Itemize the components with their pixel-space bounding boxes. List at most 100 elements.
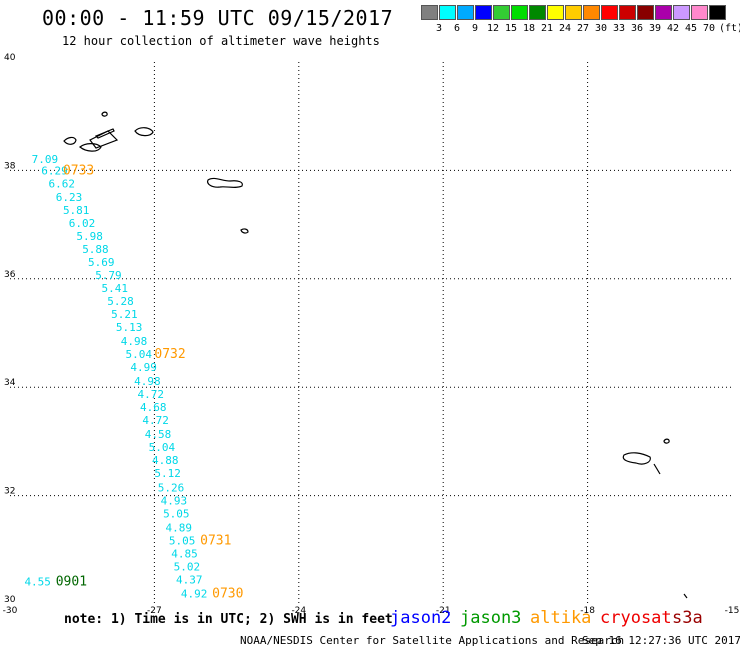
legend-s3a: s3a xyxy=(672,608,703,628)
island-sao-miguel xyxy=(207,177,243,188)
generated-time: Sep 16 12:27:36 UTC 2017 xyxy=(582,634,740,647)
swh-label: 5.02 xyxy=(174,560,201,573)
lat-tick-label: 30 xyxy=(4,595,16,605)
island-santa-maria xyxy=(240,228,249,234)
scale-label: 36 xyxy=(630,23,644,34)
scale-swatch xyxy=(583,5,600,20)
scale-swatch xyxy=(511,5,528,20)
swh-label: 4.72 xyxy=(138,388,165,401)
swh-label: 5.13 xyxy=(116,321,143,334)
scale-swatch xyxy=(709,5,726,20)
swh-label: 6.62 xyxy=(49,178,76,191)
scale-label: 15 xyxy=(504,23,518,34)
legend-jason2: jason2 xyxy=(390,608,452,628)
swh-label: 4.85 xyxy=(171,547,198,560)
swh-label: 4.72 xyxy=(142,414,169,427)
swh-label: 5.05 xyxy=(163,507,190,520)
time-label: 0732 xyxy=(154,347,185,362)
lat-tick-label: 34 xyxy=(4,378,16,388)
swh-label: 4.89 xyxy=(165,521,192,534)
scale-swatch xyxy=(619,5,636,20)
island-sao-jorge xyxy=(94,128,115,139)
island-terceira xyxy=(134,127,154,137)
scale-label: 42 xyxy=(666,23,680,34)
scale-swatch xyxy=(475,5,492,20)
legend-altika: altika xyxy=(530,608,592,628)
swh-label: 4.58 xyxy=(145,428,172,441)
swh-label: 5.81 xyxy=(63,204,90,217)
lon-tick-label: -15 xyxy=(725,606,740,616)
lon-tick-label: -24 xyxy=(291,606,306,616)
island-selvagens xyxy=(683,593,688,599)
swh-label: 5.04 xyxy=(149,441,176,454)
scale-swatch xyxy=(691,5,708,20)
chart-subtitle: 12 hour collection of altimeter wave hei… xyxy=(62,34,380,48)
swh-label: 5.04 xyxy=(126,348,153,361)
island-graciosa xyxy=(101,111,108,117)
scale-label: 24 xyxy=(558,23,572,34)
lon-tick-label: -27 xyxy=(147,606,162,616)
credit-text: NOAA/NESDIS Center for Satellite Applica… xyxy=(240,634,625,647)
scale-swatch xyxy=(529,5,546,20)
scale-swatch xyxy=(457,5,474,20)
swh-label: 5.79 xyxy=(95,269,122,282)
swh-label: 5.28 xyxy=(107,295,134,308)
swh-label: 4.98 xyxy=(121,335,148,348)
scale-swatch xyxy=(673,5,690,20)
note-text: note: 1) Time is in UTC; 2) SWH is in fe… xyxy=(64,612,393,627)
scale-label: 33 xyxy=(612,23,626,34)
swh-label: 5.88 xyxy=(82,243,109,256)
swh-label: 6.29 xyxy=(41,165,68,178)
scale-swatch xyxy=(493,5,510,20)
scale-label: 18 xyxy=(522,23,536,34)
scale-swatch xyxy=(547,5,564,20)
island-flores xyxy=(63,136,77,145)
scale-label: 39 xyxy=(648,23,662,34)
swh-label: 5.98 xyxy=(76,230,103,243)
scale-swatch xyxy=(421,5,438,20)
swh-label: 5.05 xyxy=(169,534,196,547)
swh-label: 4.98 xyxy=(134,375,161,388)
scale-swatch xyxy=(655,5,672,20)
legend-cryosat: cryosat xyxy=(600,608,672,628)
swh-label: 6.02 xyxy=(69,217,96,230)
scale-swatch xyxy=(637,5,654,20)
swh-label: 4.55 xyxy=(24,576,51,589)
legend-jason3: jason3 xyxy=(460,608,522,628)
swh-label: 4.93 xyxy=(161,494,188,507)
swh-label: 6.23 xyxy=(56,191,83,204)
island-desertas xyxy=(653,463,661,475)
scale-label: 3 xyxy=(435,23,443,34)
lon-tick-label: -21 xyxy=(436,606,451,616)
scale-label: 30 xyxy=(594,23,608,34)
time-label: 0730 xyxy=(212,586,243,601)
scale-label: 6 xyxy=(453,23,461,34)
swh-label: 5.21 xyxy=(111,308,138,321)
swh-label: 4.99 xyxy=(130,361,157,374)
swh-label: 4.68 xyxy=(140,401,167,414)
swh-label: 5.41 xyxy=(101,282,128,295)
swh-label: 4.92 xyxy=(181,587,208,600)
scale-label: 27 xyxy=(576,23,590,34)
scale-unit: (ft) xyxy=(718,23,740,34)
scale-label: 70 xyxy=(702,23,716,34)
time-label: 0731 xyxy=(200,533,231,548)
scale-swatch xyxy=(565,5,582,20)
lon-tick-label: -30 xyxy=(3,606,18,616)
scale-swatch xyxy=(439,5,456,20)
swh-label: 5.12 xyxy=(154,467,181,480)
island-madeira xyxy=(622,452,651,465)
swh-label: 4.37 xyxy=(176,573,203,586)
scale-label: 21 xyxy=(540,23,554,34)
island-porto-santo xyxy=(663,438,670,444)
time-label: 0901 xyxy=(56,575,87,590)
swh-label: 5.69 xyxy=(88,256,115,269)
scale-swatch xyxy=(601,5,618,20)
chart-title: 00:00 - 11:59 UTC 09/15/2017 xyxy=(42,6,394,30)
time-label: 0733 xyxy=(63,164,94,179)
island-faial xyxy=(79,143,102,152)
swh-label: 7.09 xyxy=(32,153,59,166)
swh-label: 5.26 xyxy=(158,481,185,494)
scale-label: 12 xyxy=(486,23,500,34)
